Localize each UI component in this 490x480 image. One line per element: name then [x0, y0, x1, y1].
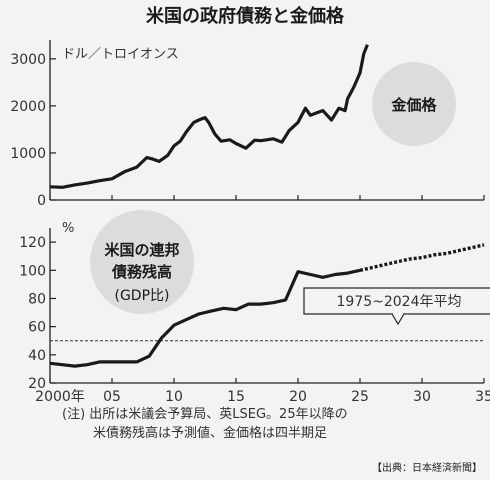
chart-title: 米国の政府債務と金価格 [146, 5, 345, 27]
x-tick-label: 35 [475, 389, 490, 405]
x-tick-label: 05 [103, 389, 121, 405]
debt-y-tick-label: 60 [28, 320, 46, 336]
gold-y-tick-label: 0 [37, 193, 46, 209]
x-tick-label: 15 [227, 389, 245, 405]
debt-bubble [90, 210, 194, 314]
gold-price-bubble [372, 62, 456, 146]
source-credit: 【出典：日本経済新聞】 [372, 461, 482, 474]
x-tick-label: 2000年 [35, 389, 85, 405]
average-callout-pointer [391, 313, 405, 326]
gold-y-tick-label: 3000 [10, 52, 46, 68]
debt-projected-line [359, 243, 485, 272]
gold-y-tick-label: 1000 [10, 146, 46, 162]
debt-actual-line [49, 268, 361, 368]
note-line2: 米債務残高は予測値、金価格は四半期足 [93, 425, 327, 441]
debt-label-line1: 米国の連邦 [104, 241, 179, 259]
x-tick-label: 25 [351, 389, 369, 405]
debt-y-tick-label: 100 [19, 263, 46, 279]
debt-label-line2: 債務残高 [111, 263, 172, 281]
debt-unit-label: % [62, 221, 74, 236]
x-tick-label: 10 [165, 389, 183, 405]
x-tick-label: 20 [289, 389, 307, 405]
gold-unit-label: ドル／トロイオンス [62, 47, 179, 62]
debt-y-tick-label: 80 [28, 291, 46, 307]
note-line1: (注) 出所は米議会予算局、英LSEG。25年以降の [62, 407, 348, 422]
debt-label-line3: (GDP比) [115, 288, 170, 304]
debt-y-tick-label: 40 [28, 348, 46, 364]
average-callout-box [303, 287, 490, 315]
x-tick-label: 30 [413, 389, 431, 405]
debt-y-tick-label: 120 [19, 235, 46, 251]
average-callout-label: 1975~2024年平均 [337, 294, 462, 310]
debt-panel: 20 40 60 80 100 120 2000年 05 10 15 20 25 30 35 [19, 228, 490, 405]
gold-y-tick-label: 2000 [10, 99, 46, 115]
gold-price-label: 金価格 [390, 96, 437, 114]
gold-price-line [49, 44, 369, 189]
debt-y-tick-label: 20 [28, 376, 46, 392]
gold-price-panel: 0 1000 2000 3000 [10, 40, 485, 209]
